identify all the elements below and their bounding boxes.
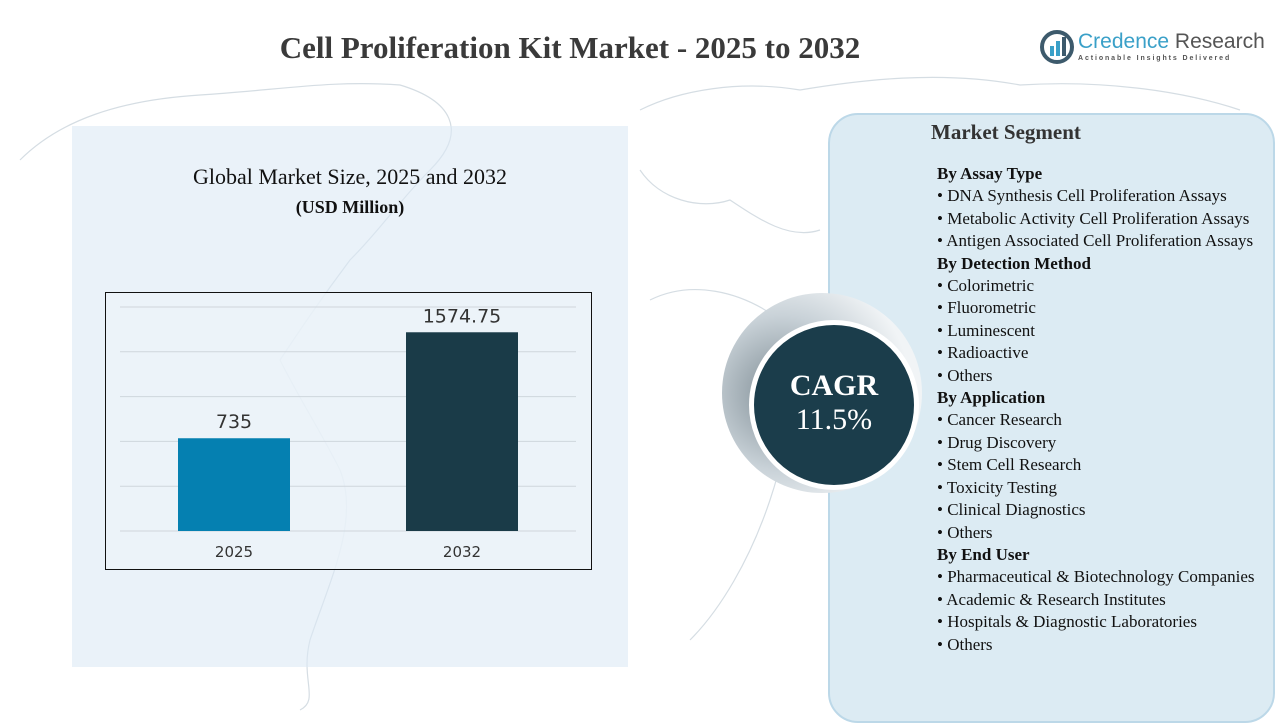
segment-item: • Metabolic Activity Cell Proliferation … <box>937 208 1250 228</box>
segment-item: • Colorimetric <box>937 276 1035 296</box>
segment-item: • Cancer Research <box>937 410 1062 430</box>
segment-title: Market Segment <box>931 120 1081 144</box>
logo-name-1: Credence <box>1078 30 1170 53</box>
bar-chart: 735 2025 1574.75 2032 <box>120 305 576 561</box>
segment-item: • Others <box>937 522 993 542</box>
segment-list: By Assay Type • DNA Synthesis Cell Prolif… <box>937 163 1267 656</box>
segment-heading: By Detection Method <box>937 253 1091 273</box>
segment-item: • Antigen Associated Cell Proliferation … <box>937 231 1254 251</box>
segment-heading: By Application <box>937 388 1046 408</box>
bar-2032 <box>406 332 518 531</box>
bar-2025 <box>178 438 290 531</box>
segment-item: • Radioactive <box>937 343 1029 363</box>
segment-item: • Luminescent <box>937 320 1036 340</box>
cagr-value: 11.5% <box>795 403 873 436</box>
credence-research-logo: Credence Research Actionable Insights De… <box>1040 30 1265 66</box>
segment-item: • Others <box>937 634 993 654</box>
segment-heading: By End User <box>937 544 1030 564</box>
cagr-badge: CAGR 11.5% <box>749 320 919 490</box>
segment-item: • Others <box>937 365 993 385</box>
segment-item: • Academic & Research Institutes <box>937 589 1166 609</box>
segment-item: • DNA Synthesis Cell Proliferation Assay… <box>937 186 1227 206</box>
x-tick-label: 2032 <box>443 543 481 561</box>
chart-subtitle: (USD Million) <box>295 197 405 217</box>
logo-name-2: Research <box>1174 30 1265 53</box>
segment-item: • Toxicity Testing <box>937 477 1058 497</box>
logo-tagline: Actionable Insights Delivered <box>1078 55 1232 62</box>
segment-heading: By Assay Type <box>937 164 1043 183</box>
segment-item: • Fluorometric <box>937 298 1036 318</box>
segment-item: • Hospitals & Diagnostic Laboratories <box>937 612 1197 632</box>
x-tick-label: 2025 <box>215 543 253 561</box>
segment-item: • Stem Cell Research <box>937 455 1082 475</box>
segment-item: • Pharmaceutical & Biotechnology Compani… <box>937 567 1255 587</box>
logo-icon <box>1040 30 1074 64</box>
data-label: 1574.75 <box>423 305 502 327</box>
cagr-label: CAGR <box>789 369 879 402</box>
segment-item: • Drug Discovery <box>937 432 1057 452</box>
segment-item: • Clinical Diagnostics <box>937 500 1086 520</box>
page-title: Cell Proliferation Kit Market - 2025 to … <box>279 30 861 65</box>
data-label: 735 <box>216 411 252 433</box>
chart-title: Global Market Size, 2025 and 2032 <box>192 164 508 189</box>
